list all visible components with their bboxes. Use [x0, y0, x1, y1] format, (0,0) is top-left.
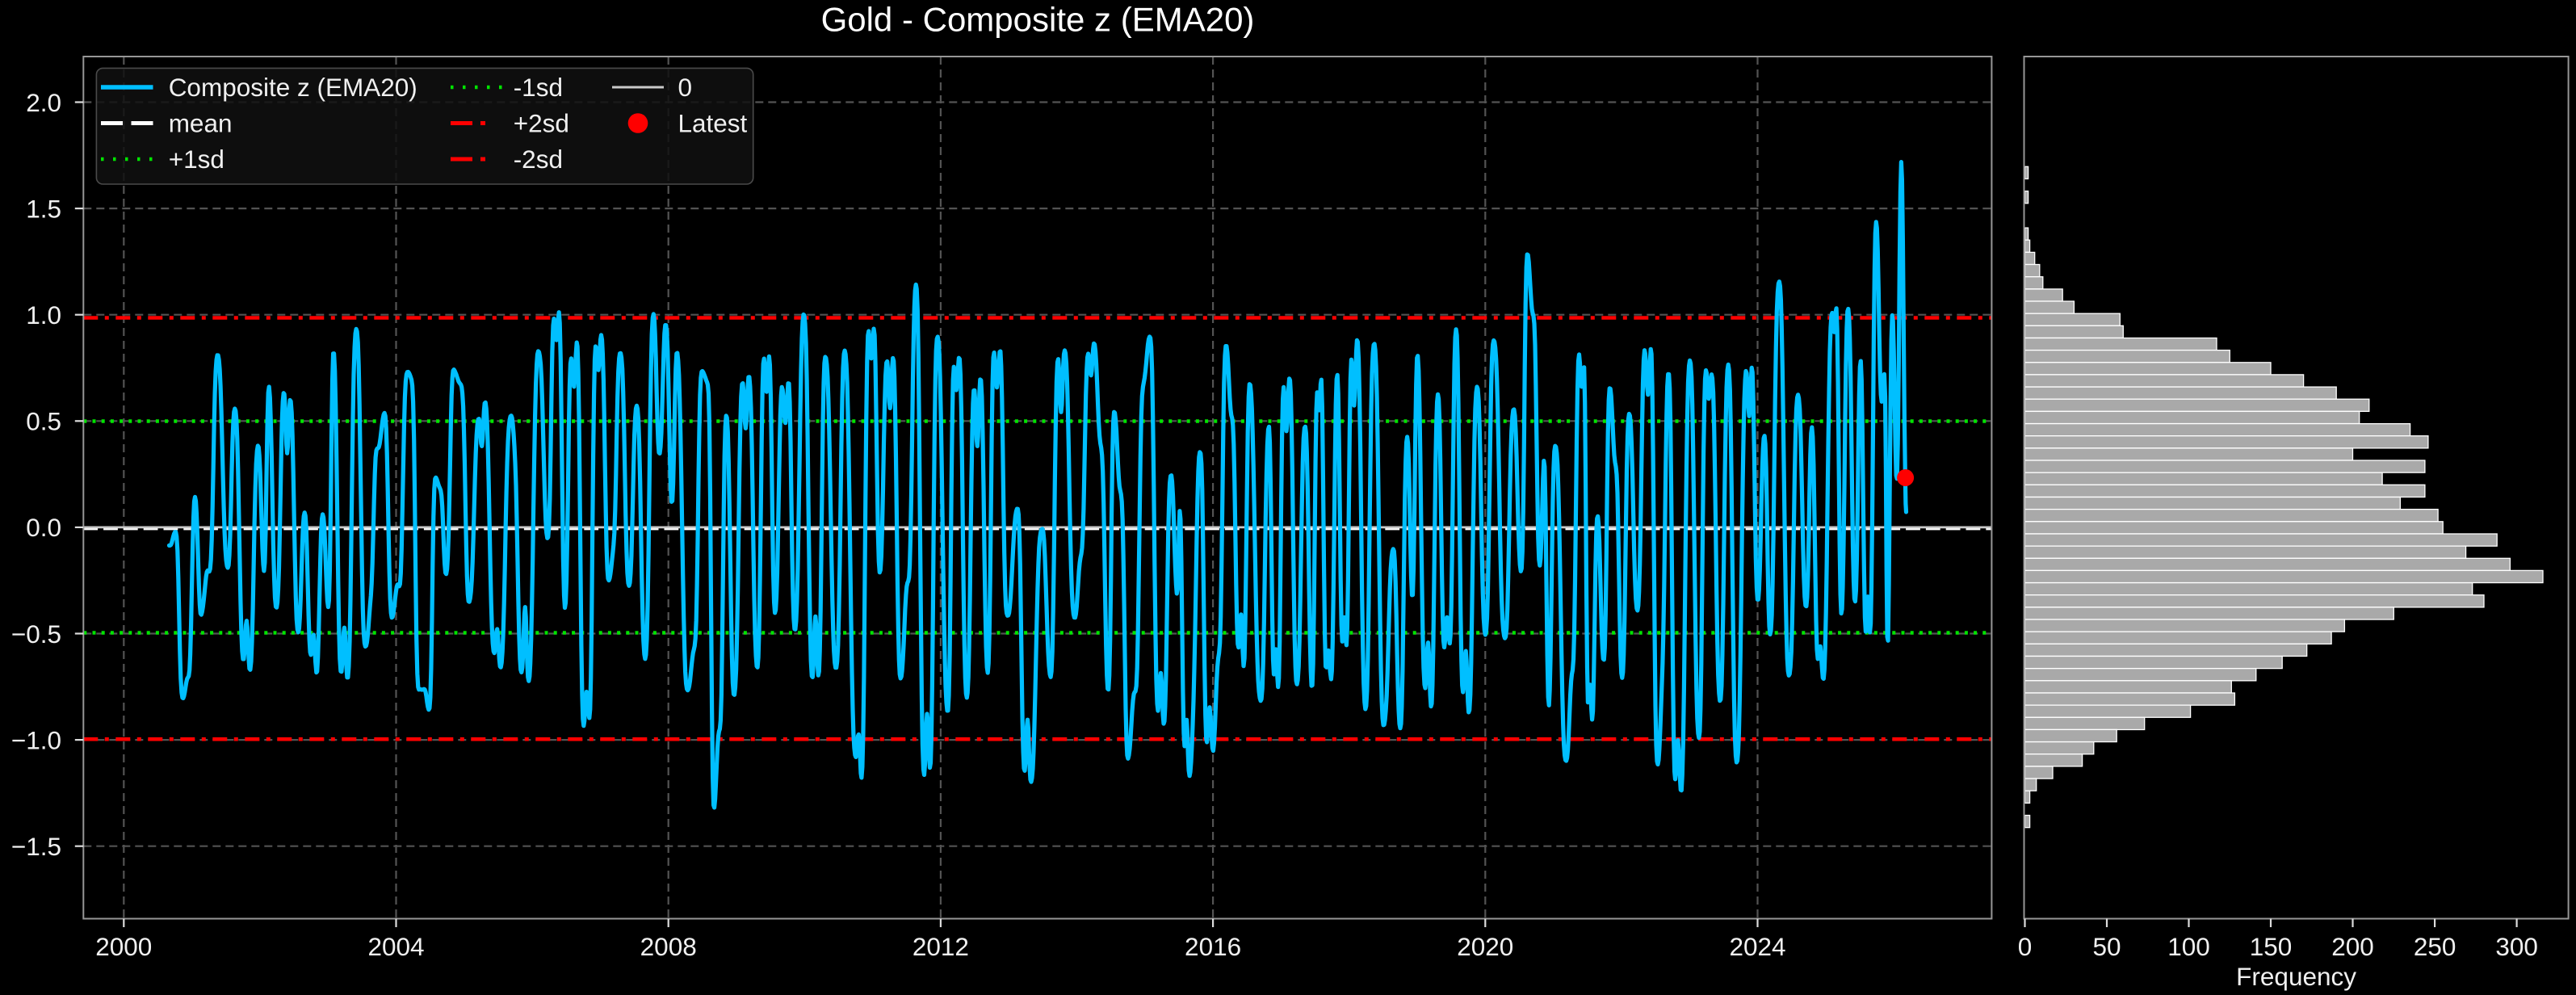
- svg-text:2012: 2012: [913, 932, 969, 961]
- svg-text:-2sd: -2sd: [514, 145, 563, 174]
- svg-text:0.0: 0.0: [26, 513, 61, 542]
- svg-text:+2sd: +2sd: [514, 109, 569, 138]
- svg-text:mean: mean: [169, 109, 233, 138]
- svg-text:300: 300: [2495, 932, 2538, 961]
- svg-text:0: 0: [2018, 932, 2033, 961]
- svg-text:-1sd: -1sd: [514, 73, 563, 102]
- svg-text:50: 50: [2092, 932, 2121, 961]
- svg-text:100: 100: [2167, 932, 2210, 961]
- svg-text:Composite z (EMA20): Composite z (EMA20): [169, 73, 417, 102]
- svg-text:2.0: 2.0: [26, 88, 61, 117]
- svg-text:250: 250: [2414, 932, 2456, 961]
- svg-text:2004: 2004: [367, 932, 424, 961]
- svg-text:2020: 2020: [1457, 932, 1513, 961]
- svg-text:200: 200: [2331, 932, 2374, 961]
- svg-text:1.0: 1.0: [26, 300, 61, 330]
- svg-text:−1.0: −1.0: [11, 725, 61, 754]
- svg-text:0: 0: [678, 73, 693, 102]
- svg-text:1.5: 1.5: [26, 194, 61, 223]
- svg-text:0.5: 0.5: [26, 407, 61, 436]
- svg-text:Latest: Latest: [678, 109, 748, 138]
- svg-text:Gold - Composite z (EMA20): Gold - Composite z (EMA20): [821, 1, 1255, 39]
- svg-text:2008: 2008: [640, 932, 697, 961]
- svg-text:+1sd: +1sd: [169, 145, 224, 174]
- svg-text:−1.5: −1.5: [11, 832, 61, 861]
- svg-text:2000: 2000: [95, 932, 152, 961]
- svg-text:Frequency: Frequency: [2236, 962, 2356, 991]
- svg-text:150: 150: [2250, 932, 2293, 961]
- svg-text:2016: 2016: [1185, 932, 1241, 961]
- svg-text:2024: 2024: [1729, 932, 1785, 961]
- svg-text:−0.5: −0.5: [11, 619, 61, 649]
